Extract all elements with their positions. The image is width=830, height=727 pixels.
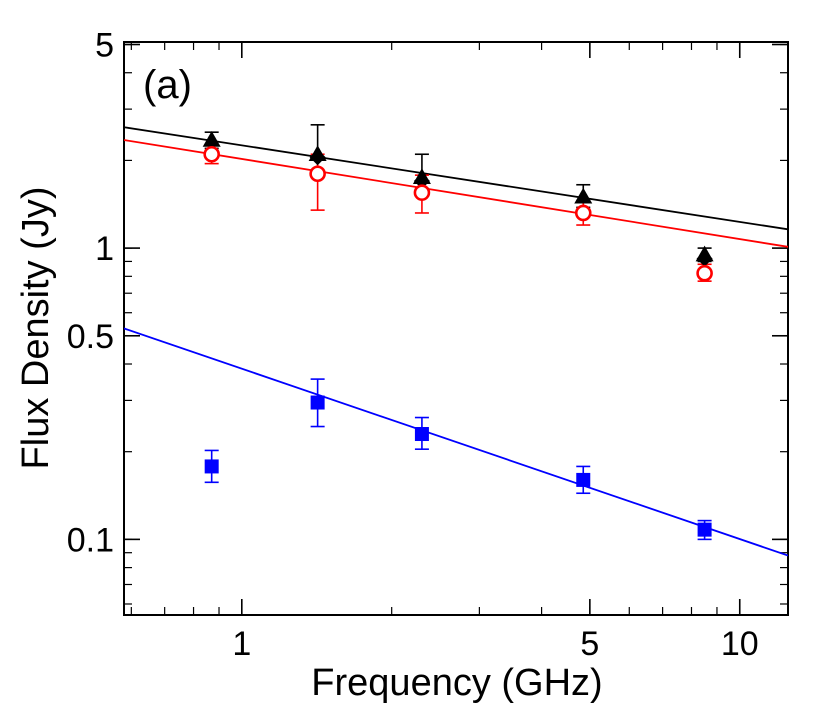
- square-point: [576, 472, 591, 487]
- x-tick-label: 10: [721, 625, 759, 663]
- circle-point: [309, 165, 326, 183]
- y-tick-label: 1: [95, 230, 114, 268]
- fit-line: [124, 327, 788, 557]
- triangle-point: [695, 245, 714, 262]
- fit-line: [124, 139, 788, 248]
- y-tick-labels: 0.1 0.5 1 5: [67, 27, 114, 560]
- triangle-point: [412, 168, 431, 185]
- square-point: [697, 522, 712, 537]
- x-tick-label: 5: [580, 625, 599, 663]
- major-ticks: [124, 42, 788, 615]
- data-markers: [202, 131, 714, 537]
- triangle-point: [574, 187, 593, 204]
- circle-point: [696, 264, 713, 282]
- x-tick-label: 1: [232, 625, 251, 663]
- x-tick-labels: 1 5 10: [232, 625, 758, 663]
- y-tick-label: 0.1: [67, 521, 114, 559]
- square-point: [204, 459, 219, 474]
- circle-point: [203, 145, 220, 163]
- triangle-point: [308, 145, 327, 161]
- fit-lines: [124, 126, 788, 557]
- circle-point: [574, 204, 592, 222]
- x-axis-title: Frequency (GHz): [311, 662, 602, 704]
- y-tick-label: 5: [95, 27, 114, 65]
- triangle-point: [202, 131, 221, 147]
- square-point: [310, 395, 325, 410]
- y-axis-title: Flux Density (Jy): [15, 187, 57, 470]
- fit-line: [124, 126, 788, 231]
- square-point: [414, 427, 429, 442]
- y-tick-label: 0.5: [67, 318, 114, 356]
- circle-point: [413, 184, 431, 201]
- plot-frame: [123, 41, 789, 616]
- panel-label: (a): [143, 63, 192, 107]
